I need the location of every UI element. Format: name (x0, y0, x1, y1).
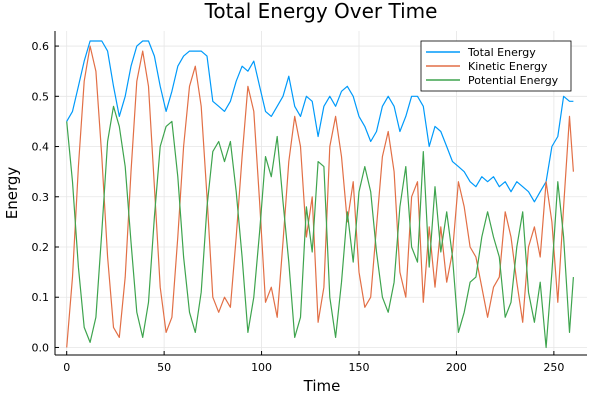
potential-energy-line (66, 105, 574, 349)
legend-label-total-energy: Total Energy (467, 46, 536, 59)
y-tick-label: 0.2 (32, 241, 50, 254)
y-tick-label: 0.4 (32, 141, 50, 154)
x-tick-label: 100 (251, 361, 272, 374)
series-lines (66, 40, 574, 349)
x-tick-label: 50 (157, 361, 171, 374)
y-tick-label: 0.1 (32, 291, 50, 304)
axes: 0 50 100 150 200 250 0.0 0.1 0.2 0.3 0.4 0.5 0.6 (32, 31, 587, 374)
y-tick-label: 0.0 (32, 341, 50, 354)
legend-label-potential-energy: Potential Energy (468, 74, 559, 87)
x-axis-label: Time (303, 377, 341, 395)
y-tick-label: 0.3 (32, 191, 50, 204)
x-tick-label: 150 (349, 361, 370, 374)
kinetic-energy-line (66, 45, 574, 348)
y-tick-label: 0.6 (32, 40, 50, 53)
x-tick-label: 0 (63, 361, 70, 374)
x-tick-label: 250 (543, 361, 564, 374)
y-axis-label: Energy (3, 167, 21, 220)
total-energy-line (66, 40, 574, 203)
legend-label-kinetic-energy: Kinetic Energy (468, 60, 548, 73)
x-tick-label: 200 (446, 361, 467, 374)
y-tick-label: 0.5 (32, 90, 50, 103)
chart-title: Total Energy Over Time (204, 0, 438, 23)
